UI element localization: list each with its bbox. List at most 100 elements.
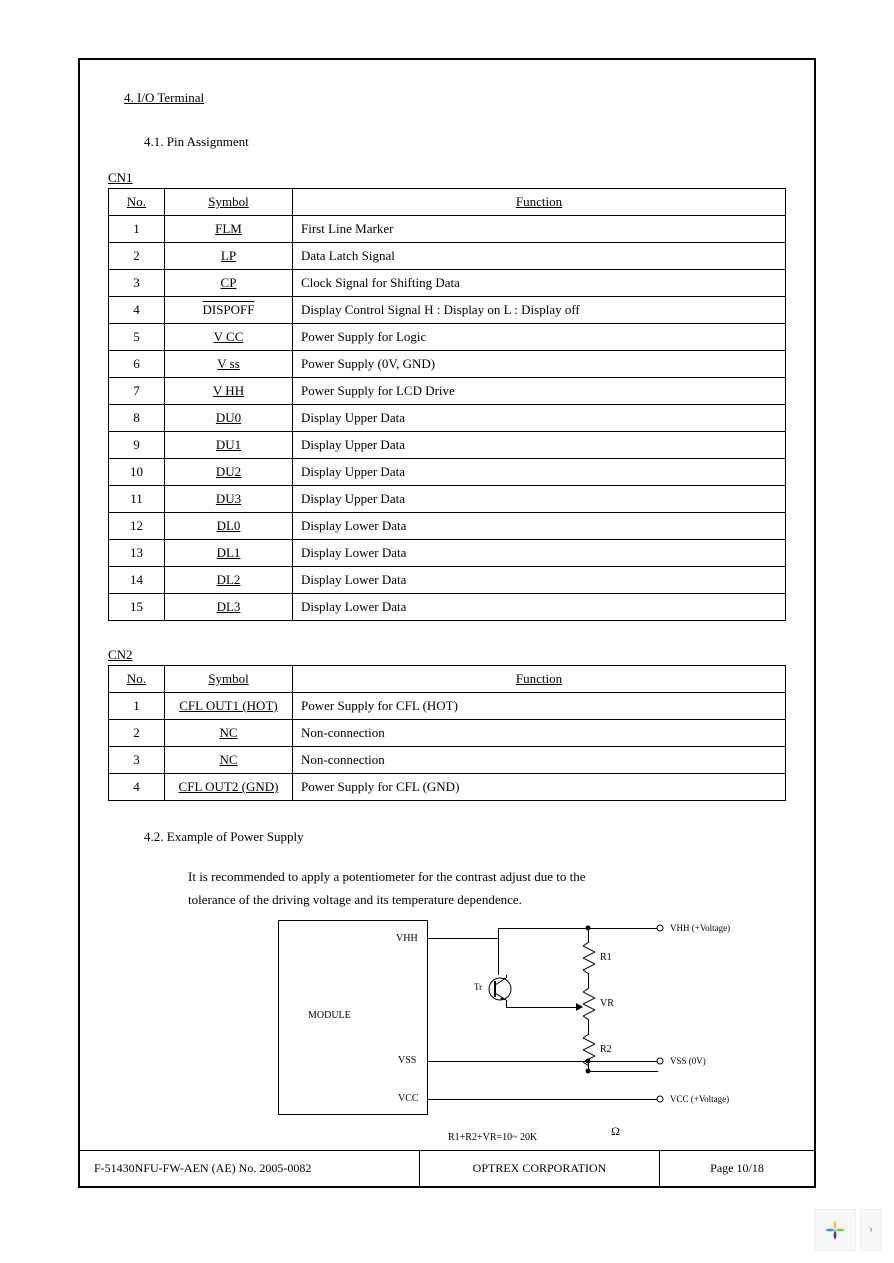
cell-symbol: DL3 bbox=[165, 594, 293, 621]
cell-function: Display Lower Data bbox=[293, 540, 786, 567]
cell-function: Display Lower Data bbox=[293, 567, 786, 594]
header-symbol: Symbol bbox=[165, 666, 293, 693]
cell-symbol: V CC bbox=[165, 324, 293, 351]
table-row: 9DU1Display Upper Data bbox=[109, 432, 786, 459]
table-row: 4DISPOFFDisplay Control Signal H : Displ… bbox=[109, 297, 786, 324]
subsection-pin-assignment: 4.1. Pin Assignment bbox=[144, 134, 786, 150]
cell-no: 8 bbox=[109, 405, 165, 432]
footer-company: OPTREX CORPORATION bbox=[420, 1151, 660, 1186]
table-row: 2LPData Latch Signal bbox=[109, 243, 786, 270]
table-row: 2NCNon-connection bbox=[109, 720, 786, 747]
cell-no: 6 bbox=[109, 351, 165, 378]
cell-symbol: FLM bbox=[165, 216, 293, 243]
table-header-row: No. Symbol Function bbox=[109, 189, 786, 216]
wire bbox=[428, 1061, 658, 1062]
wire bbox=[588, 974, 589, 988]
cell-symbol: CFL OUT2 (GND) bbox=[165, 774, 293, 801]
cell-function: Power Supply (0V, GND) bbox=[293, 351, 786, 378]
cell-symbol: NC bbox=[165, 720, 293, 747]
cell-symbol: DU1 bbox=[165, 432, 293, 459]
table-row: 13DL1Display Lower Data bbox=[109, 540, 786, 567]
page-content: 4. I/O Terminal 4.1. Pin Assignment CN1 … bbox=[80, 60, 814, 1140]
pin-vhh-label: VHH bbox=[396, 933, 418, 944]
transistor-label: Tr bbox=[474, 982, 482, 992]
cell-no: 11 bbox=[109, 486, 165, 513]
table-row: 4CFL OUT2 (GND)Power Supply for CFL (GND… bbox=[109, 774, 786, 801]
cell-no: 4 bbox=[109, 774, 165, 801]
wire bbox=[588, 928, 658, 929]
table-row: 8DU0Display Upper Data bbox=[109, 405, 786, 432]
table-row: 12DL0Display Lower Data bbox=[109, 513, 786, 540]
wire bbox=[506, 1000, 507, 1007]
table-row: 3CPClock Signal for Shifting Data bbox=[109, 270, 786, 297]
wire bbox=[428, 938, 498, 939]
footer-page: Page 10/18 bbox=[660, 1151, 814, 1186]
cell-symbol: LP bbox=[165, 243, 293, 270]
cell-function: Display Lower Data bbox=[293, 513, 786, 540]
next-page-button[interactable]: › bbox=[860, 1209, 882, 1251]
cell-no: 9 bbox=[109, 432, 165, 459]
table-row: 1CFL OUT1 (HOT)Power Supply for CFL (HOT… bbox=[109, 693, 786, 720]
header-symbol: Symbol bbox=[165, 189, 293, 216]
table-label-cn1: CN1 bbox=[108, 170, 786, 186]
wire bbox=[498, 928, 588, 929]
node-dot bbox=[586, 1058, 591, 1063]
wire bbox=[498, 928, 499, 938]
viewer-logo-icon[interactable] bbox=[814, 1209, 856, 1251]
cell-symbol: DISPOFF bbox=[165, 297, 293, 324]
cell-function: Non-connection bbox=[293, 747, 786, 774]
cell-function: Display Upper Data bbox=[293, 486, 786, 513]
cell-no: 10 bbox=[109, 459, 165, 486]
cell-function: Display Upper Data bbox=[293, 459, 786, 486]
cell-symbol: NC bbox=[165, 747, 293, 774]
table-row: 1FLMFirst Line Marker bbox=[109, 216, 786, 243]
equation-text: R1+R2+VR=10~ 20K bbox=[448, 1132, 537, 1143]
module-label: MODULE bbox=[308, 1010, 351, 1021]
cell-function: Power Supply for CFL (HOT) bbox=[293, 693, 786, 720]
cell-symbol: DL2 bbox=[165, 567, 293, 594]
cell-function: First Line Marker bbox=[293, 216, 786, 243]
power-supply-diagram: MODULE VHH VSS VCC Tr bbox=[278, 920, 778, 1140]
vss-terminal-label: VSS (0V) bbox=[670, 1056, 706, 1066]
cell-function: Display Upper Data bbox=[293, 432, 786, 459]
cell-no: 2 bbox=[109, 243, 165, 270]
rec-line1: It is recommended to apply a potentiomet… bbox=[188, 869, 585, 884]
cell-no: 15 bbox=[109, 594, 165, 621]
table-label-cn2: CN2 bbox=[108, 647, 786, 663]
wire bbox=[504, 978, 505, 979]
vr-label: VR bbox=[600, 998, 614, 1009]
header-no: No. bbox=[109, 189, 165, 216]
table-row: 11DU3Display Upper Data bbox=[109, 486, 786, 513]
cell-no: 1 bbox=[109, 693, 165, 720]
pin-vcc-label: VCC bbox=[398, 1093, 419, 1104]
wire bbox=[498, 938, 499, 975]
table-row: 14DL2Display Lower Data bbox=[109, 567, 786, 594]
cell-function: Display Lower Data bbox=[293, 594, 786, 621]
cell-function: Non-connection bbox=[293, 720, 786, 747]
cell-function: Power Supply for LCD Drive bbox=[293, 378, 786, 405]
pot-arrow-icon bbox=[576, 1003, 583, 1011]
cell-symbol: DL0 bbox=[165, 513, 293, 540]
cell-no: 14 bbox=[109, 567, 165, 594]
wire bbox=[588, 1071, 658, 1072]
vss-terminal bbox=[657, 1057, 664, 1064]
cell-symbol: DU2 bbox=[165, 459, 293, 486]
table-row: 10DU2Display Upper Data bbox=[109, 459, 786, 486]
chevron-right-icon: › bbox=[869, 1222, 874, 1238]
header-function: Function bbox=[293, 189, 786, 216]
table-row: 15DL3Display Lower Data bbox=[109, 594, 786, 621]
table-row: 3NCNon-connection bbox=[109, 747, 786, 774]
wire bbox=[588, 928, 589, 942]
cell-no: 3 bbox=[109, 747, 165, 774]
resistor-r1 bbox=[583, 942, 593, 974]
table-row: 6V ssPower Supply (0V, GND) bbox=[109, 351, 786, 378]
cell-function: Power Supply for Logic bbox=[293, 324, 786, 351]
cell-symbol: DU3 bbox=[165, 486, 293, 513]
cell-symbol: CFL OUT1 (HOT) bbox=[165, 693, 293, 720]
vhh-terminal-label: VHH (+Voltage) bbox=[670, 923, 730, 933]
cell-function: Display Upper Data bbox=[293, 405, 786, 432]
cell-symbol: DL1 bbox=[165, 540, 293, 567]
cell-symbol: V ss bbox=[165, 351, 293, 378]
module-box bbox=[278, 920, 428, 1115]
footer-partno: F-51430NFU-FW-AEN (AE) No. 2005-0082 bbox=[80, 1151, 420, 1186]
